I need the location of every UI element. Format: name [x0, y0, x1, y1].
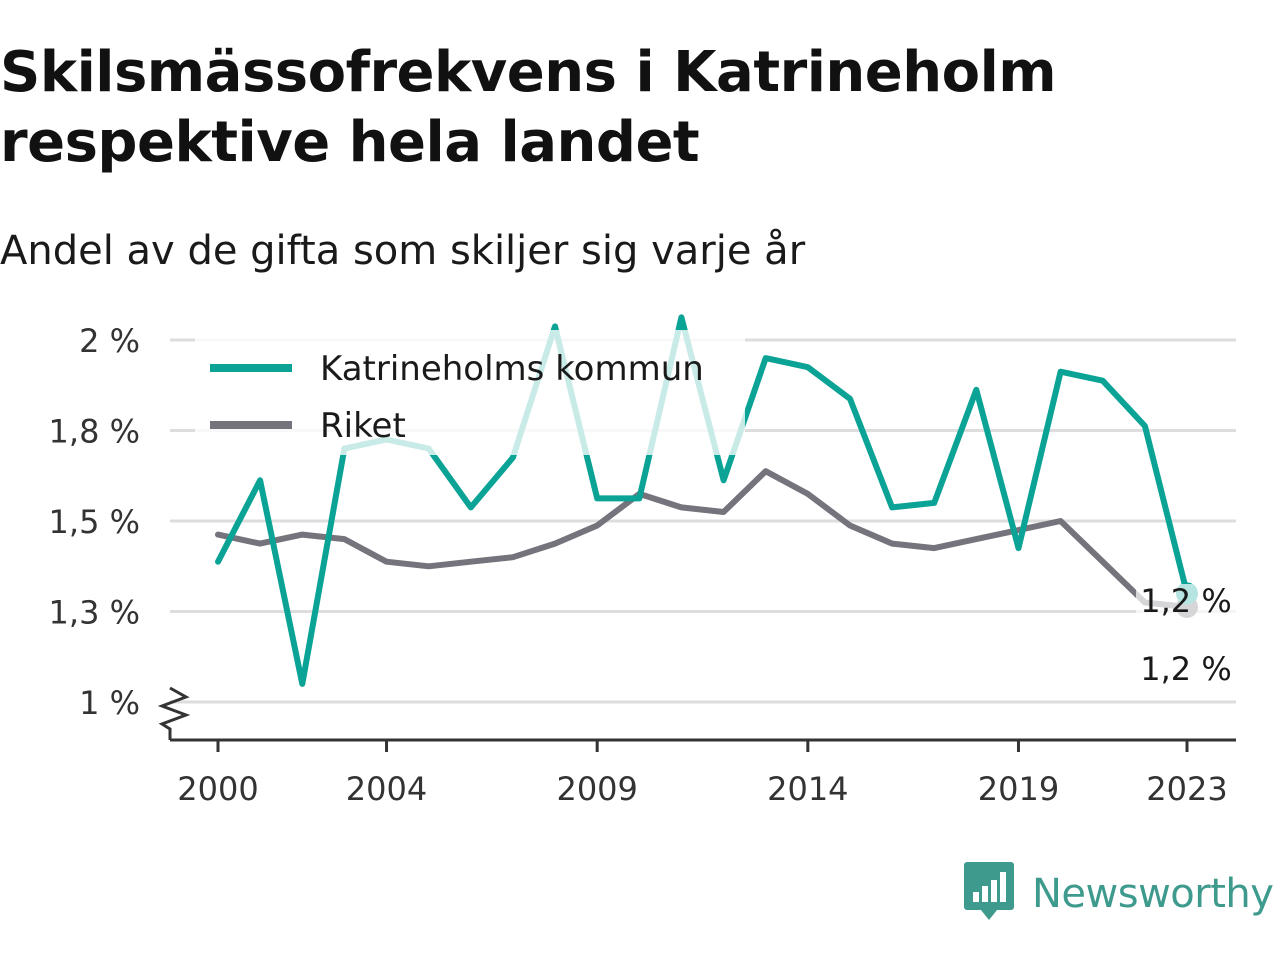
x-tick-label: 2000 — [177, 770, 258, 808]
end-label: 1,2 % — [1140, 650, 1231, 688]
y-tick-label: 1,8 % — [49, 413, 140, 451]
end-labels: 1,2 % 1,2 % — [1136, 582, 1236, 688]
end-label-background — [1136, 584, 1236, 620]
brand-name: Newsworthy — [1032, 871, 1274, 917]
x-tick-label: 2004 — [346, 770, 427, 808]
y-tick-label: 2 % — [79, 322, 140, 360]
x-tick-label: 2019 — [978, 770, 1059, 808]
end-label-background — [1136, 652, 1236, 688]
series-line-1 — [215, 468, 1190, 610]
legend-label: Katrineholms kommun — [320, 349, 704, 389]
y-tick-label: 1,5 % — [49, 503, 140, 541]
x-tick-label: 2009 — [556, 770, 637, 808]
y-tick-label: 1 % — [79, 684, 140, 722]
x-tick-label: 2014 — [767, 770, 848, 808]
bar-chart-speech-bubble-icon — [964, 862, 1014, 926]
legend-background — [195, 330, 745, 455]
x-axis: 2000 2004 2009 2014 2019 2023 — [170, 738, 1236, 808]
end-label: 1,2 % — [1140, 582, 1231, 620]
y-axis: 1 % 1,3 % 1,5 % 1,8 % 2 % — [49, 322, 191, 740]
legend-label: Riket — [320, 406, 406, 446]
x-tick-label: 2023 — [1146, 770, 1227, 808]
chart-title: Skilsmässofrekvens i Katrineholm respekt… — [0, 40, 1057, 175]
legend: Katrineholms kommun Riket — [195, 330, 745, 455]
brand: Newsworthy — [964, 862, 1274, 926]
y-tick-label: 1,3 % — [49, 594, 140, 632]
chart-subtitle: Andel av de gifta som skiljer sig varje … — [0, 228, 806, 274]
axis-break-zigzag — [157, 686, 191, 740]
